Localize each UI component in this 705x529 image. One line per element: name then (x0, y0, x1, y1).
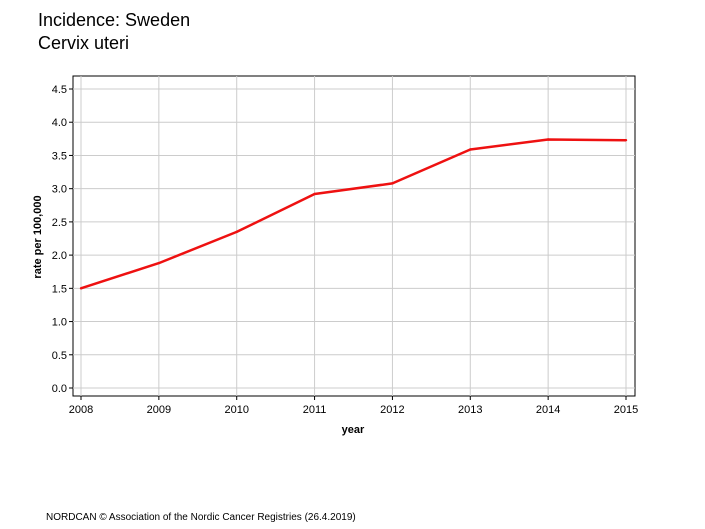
grid-lines (73, 76, 635, 396)
y-tick-label: 4.5 (52, 84, 67, 96)
data-point (157, 261, 161, 265)
x-tick-label: 2014 (536, 404, 560, 416)
y-axis: 0.0 0.5 1.0 1.5 2.0 2.5 3.0 3.5 4.0 4.5 (52, 84, 73, 395)
x-tick-label: 2015 (614, 404, 638, 416)
plot-frame (72, 75, 636, 397)
x-tick-label: 2010 (224, 404, 248, 416)
x-tick-label: 2008 (69, 404, 93, 416)
y-tick-label: 1.0 (52, 317, 67, 329)
x-tick-label: 2009 (147, 404, 171, 416)
data-point (313, 192, 316, 196)
data-point (546, 138, 550, 141)
data-point (624, 138, 628, 142)
x-tick-label: 2013 (458, 404, 482, 416)
data-point (235, 230, 238, 234)
data-point (391, 182, 394, 185)
x-tick-label: 2012 (380, 404, 404, 416)
chart-title: Incidence: Sweden (38, 10, 191, 30)
series-group (79, 138, 628, 290)
y-tick-label: 0.0 (52, 383, 67, 395)
chart-subtitle: Cervix uteri (38, 33, 130, 53)
data-point (469, 148, 472, 151)
x-axis: 2008 2009 2010 2011 2012 2013 2014 2015 (69, 396, 638, 416)
y-tick-label: 1.5 (52, 283, 67, 295)
y-tick-label: 2.5 (52, 217, 67, 229)
footer-credit: NORDCAN © Association of the Nordic Canc… (46, 512, 356, 523)
y-tick-label: 0.5 (52, 350, 67, 362)
y-tick-label: 4.0 (52, 117, 67, 129)
y-tick-label: 3.5 (52, 150, 67, 162)
y-axis-label: rate per 100,000 (32, 195, 44, 278)
y-tick-label: 2.0 (52, 250, 67, 262)
x-axis-label: year (342, 424, 365, 436)
x-tick-label: 2011 (303, 404, 327, 416)
data-point (79, 287, 83, 290)
y-tick-label: 3.0 (52, 184, 67, 196)
series-line (80, 138, 627, 290)
